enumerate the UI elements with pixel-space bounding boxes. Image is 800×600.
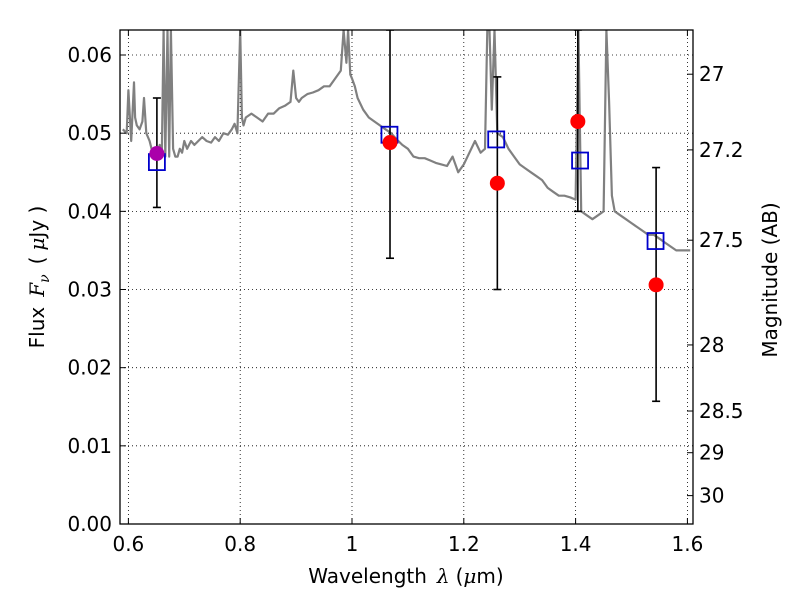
x-tick-label: 0.8: [224, 532, 256, 556]
model-photometry-square: [646, 232, 665, 250]
x-tick-label: 1: [346, 532, 359, 556]
x-axis-symbol: λ: [436, 564, 450, 588]
y-tick-label: 0.03: [67, 278, 112, 302]
y-axis-unit-mu: μ: [25, 238, 49, 251]
y-axis-unit-open: (: [25, 257, 49, 265]
y-axis-title-text: Flux: [25, 307, 49, 349]
observed-flux-point: [648, 277, 664, 293]
y-axis-title: Flux Fν ( μJy ): [25, 206, 53, 349]
y-axis-symbol-sub: ν: [37, 274, 53, 283]
y-tick-label: 0.06: [67, 43, 112, 67]
x-axis-unit-open: (: [456, 564, 464, 588]
x-axis-ticks: 0.6 0.8 1 1.2 1.4 1.6: [112, 30, 703, 556]
right-axis-ticks: 27 27.2 27.5 28 28.5 29 30: [687, 62, 744, 508]
y-tick-label: 0.04: [67, 199, 112, 223]
y-axis-unit-rest: Jy ): [25, 206, 49, 240]
model-spectrum-layer: [122, 30, 691, 252]
right-axis-title: Magnitude (AB): [758, 202, 782, 357]
y-tick-label: 0.02: [67, 356, 112, 380]
plot-frame: [119, 29, 694, 525]
x-tick-label: 1.4: [560, 532, 592, 556]
observed-flux-point: [570, 113, 586, 129]
right-tick-label: 27: [699, 62, 724, 86]
right-tick-label: 28.5: [699, 399, 744, 423]
x-axis-unit-mu: μ: [463, 564, 476, 588]
x-tick-label: 1.6: [672, 532, 704, 556]
model-photometry-layer: [147, 125, 665, 250]
observed-flux-point: [489, 175, 505, 191]
right-tick-label: 28: [699, 333, 724, 357]
model-photometry-square: [487, 130, 506, 149]
y-tick-label: 0.05: [67, 121, 112, 145]
x-tick-label: 1.2: [448, 532, 480, 556]
model-spectrum-line: [122, 30, 691, 252]
y-axis-ticks: 0.00 0.01 0.02 0.03 0.04 0.05 0.06: [67, 43, 126, 536]
model-photometry-square: [571, 151, 589, 170]
right-tick-label: 27.2: [699, 138, 744, 162]
observed-flux-point: [149, 146, 165, 161]
x-tick-label: 0.6: [112, 532, 144, 556]
x-axis-title-text: Wavelength: [308, 564, 427, 588]
x-axis-title: Wavelength λ (μm): [308, 564, 503, 588]
right-tick-label: 27.5: [699, 228, 744, 252]
observed-flux-layer: [149, 113, 664, 293]
observed-flux-point: [382, 135, 398, 151]
y-axis-symbol: F: [25, 282, 49, 298]
right-tick-label: 29: [699, 441, 724, 465]
right-tick-label: 30: [699, 484, 724, 508]
x-axis-unit-rest: m): [476, 564, 503, 588]
y-tick-label: 0.01: [67, 434, 112, 458]
y-tick-label: 0.00: [67, 512, 112, 536]
